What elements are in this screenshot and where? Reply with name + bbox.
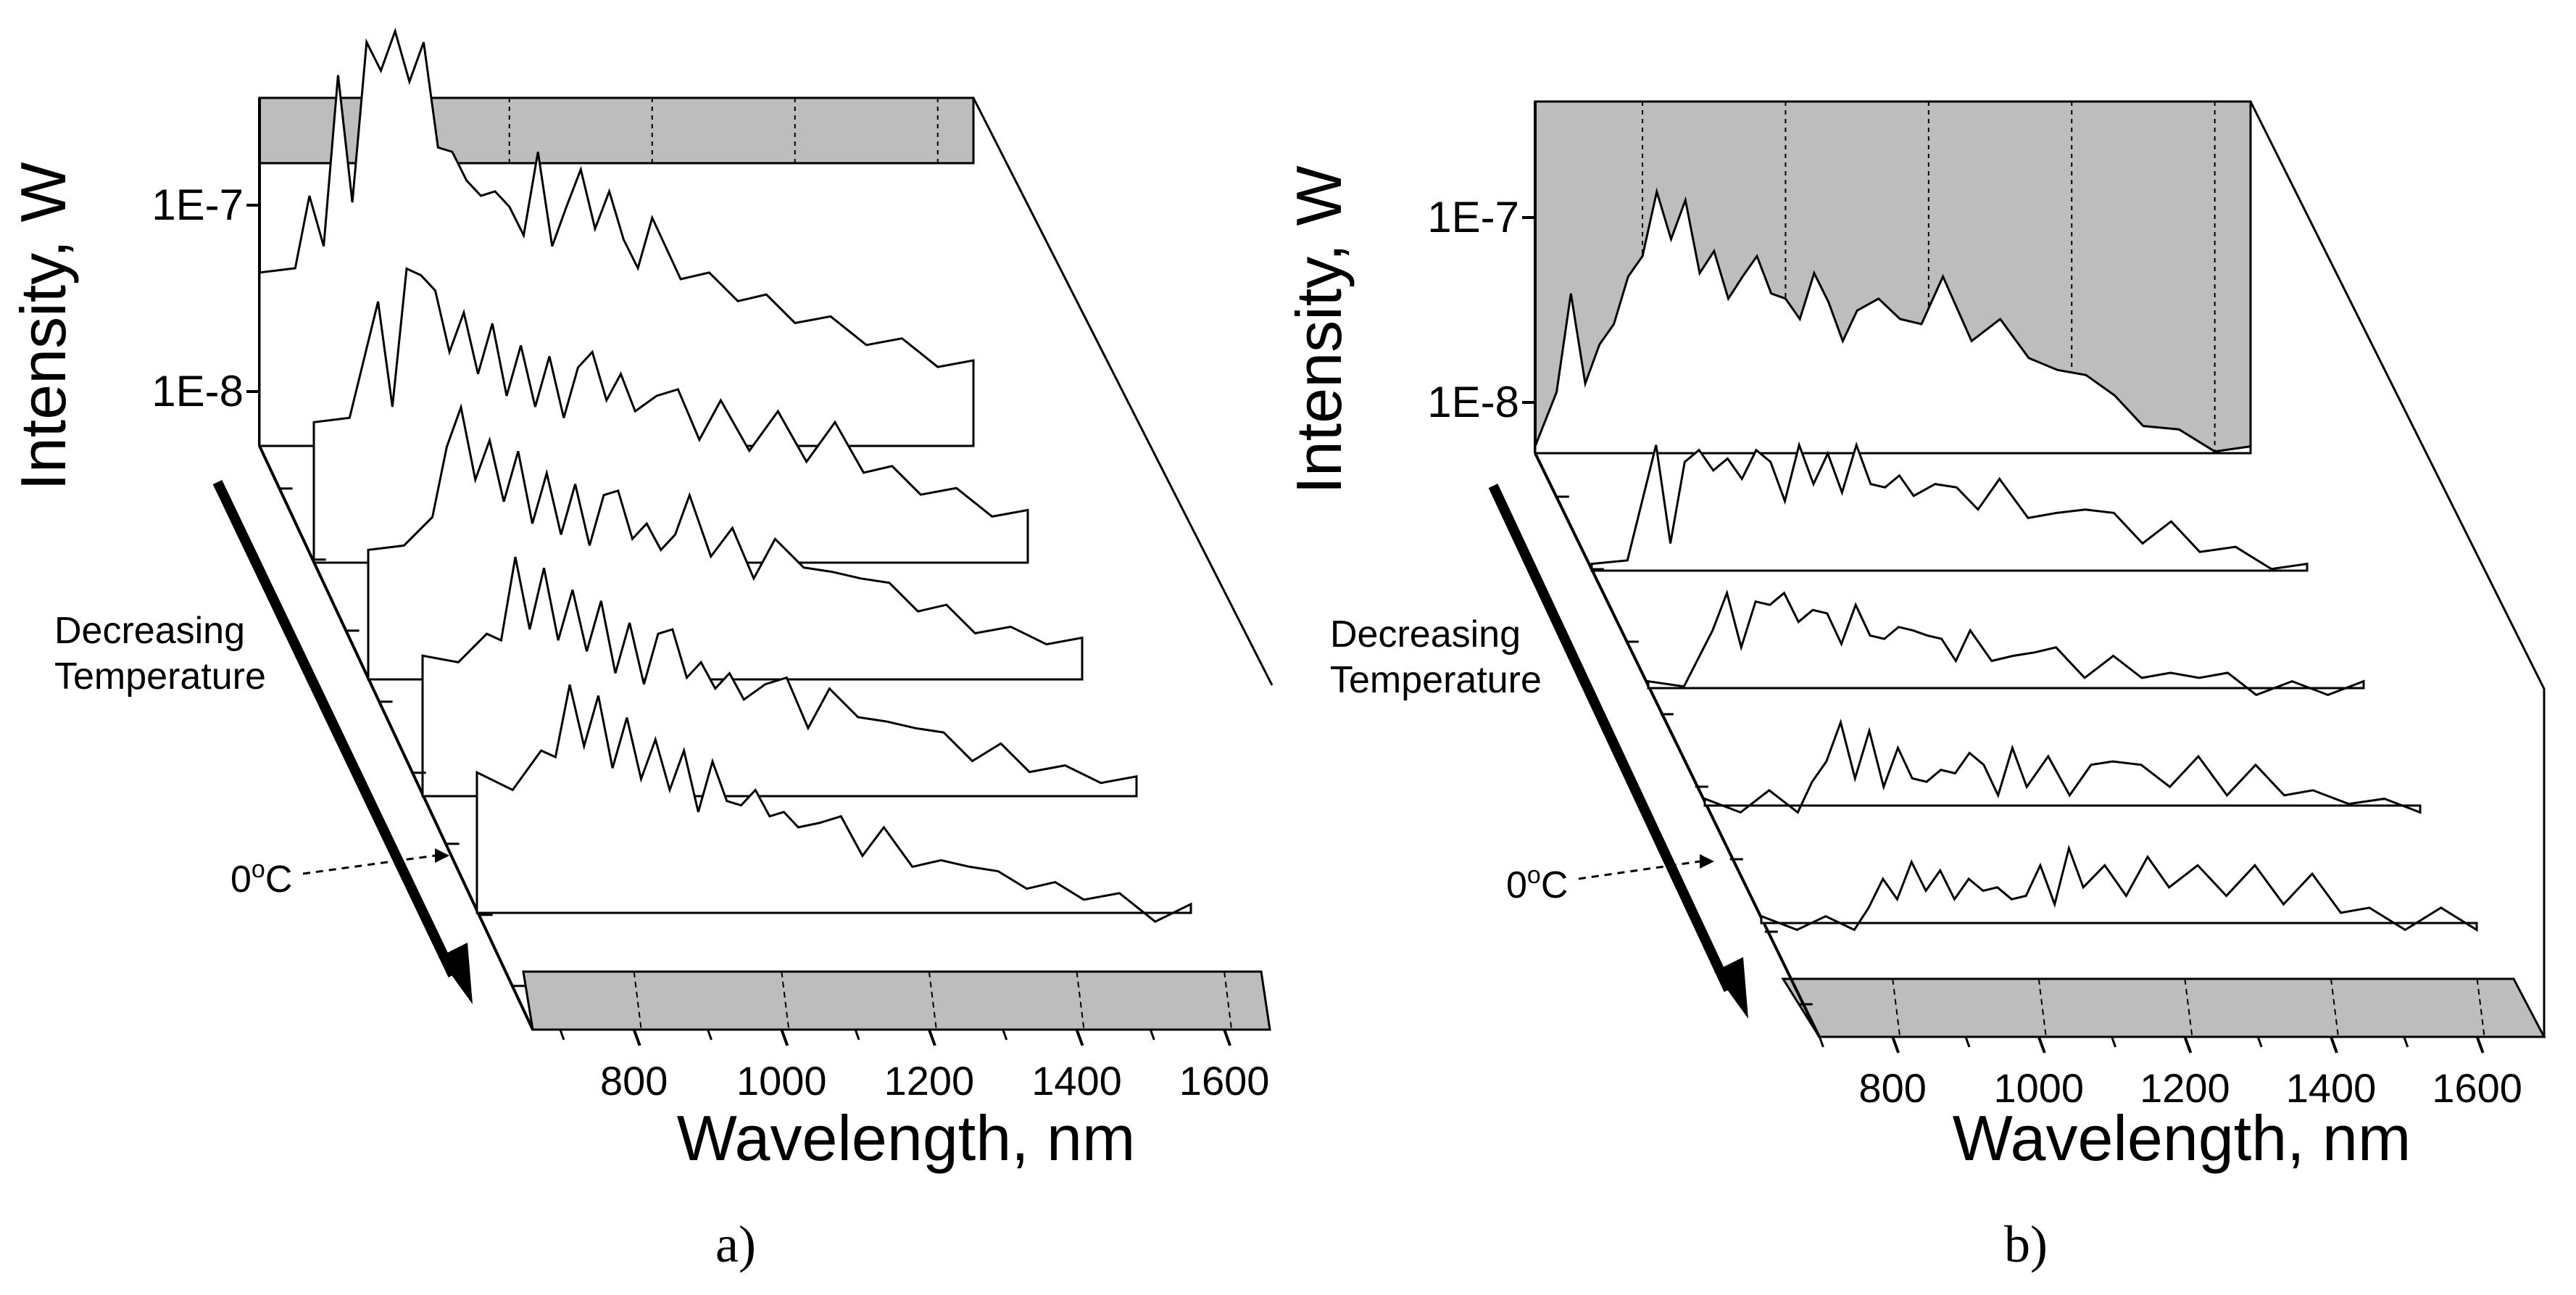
x-tick-label: 1000 — [1994, 1065, 2085, 1111]
x-minor-tick — [559, 1029, 565, 1040]
y-axis-title-b: Intensity, W — [1283, 165, 1355, 494]
x-minor-tick — [1002, 1029, 1008, 1040]
panel-a: 800 1000 1200 1400 1600 1E-7 1E-8 Intensity, … — [7, 28, 1274, 1273]
x-minor-tick — [2037, 1036, 2044, 1048]
x-axis-title-b: Wavelength, nm — [1953, 1102, 2411, 1174]
depth-label-line1-a: Decreasing — [54, 610, 245, 652]
x-tick-label: 1000 — [736, 1058, 827, 1104]
x-tick-label: 1600 — [1179, 1058, 1270, 1104]
x-minor-tick — [2256, 1036, 2263, 1048]
x-minor-tick — [780, 1029, 786, 1040]
zero-c-unit-a: C — [265, 858, 293, 901]
panel-label-a: a) — [715, 1215, 756, 1273]
x-minor-tick — [633, 1029, 639, 1040]
x-minor-tick — [1891, 1036, 1898, 1048]
x-minor-tick — [2330, 1036, 2336, 1048]
spectrum-trace — [1647, 589, 2365, 697]
floor-a — [522, 970, 1271, 1031]
x-ticks-a: 800 1000 1200 1400 1600 — [559, 971, 1270, 1104]
depth-label-line2-a: Temperature — [54, 655, 266, 698]
zero-c-dashed-pointer-a — [302, 854, 436, 875]
spectrum-trace — [1590, 441, 2309, 572]
zero-c-dashed-pointer-b — [1578, 860, 1700, 880]
wall-edge-b — [2249, 101, 2546, 1037]
panel-label-b: b) — [2004, 1215, 2048, 1273]
zero-c-degree-a: o — [252, 856, 265, 883]
temperature-arrow-head-a — [439, 943, 473, 1004]
depth-label-line2-b: Temperature — [1330, 659, 1542, 701]
x-minor-tick — [928, 1029, 934, 1040]
y-axis-title-a: Intensity, W — [7, 162, 79, 490]
spectrum-trace — [1760, 844, 2478, 932]
x-minor-tick — [1076, 1029, 1081, 1040]
spectrum-trace — [1534, 187, 2252, 455]
x-ticks-b: 800 1000 1200 1400 1600 — [1818, 978, 2522, 1111]
x-minor-tick — [1149, 1029, 1155, 1040]
zero-c-pointer-head-b — [1700, 854, 1714, 869]
zero-c-value-b: 0 — [1506, 864, 1527, 906]
x-minor-tick — [854, 1029, 860, 1040]
y-tick-label: 1E-8 — [151, 367, 244, 415]
y-ticks-b: 1E-7 1E-8 — [1427, 193, 1813, 1006]
x-minor-tick — [2183, 1036, 2190, 1048]
spectrum-trace — [1703, 719, 2422, 814]
x-minor-tick — [1964, 1036, 1971, 1048]
x-tick-label: 1200 — [2140, 1065, 2230, 1111]
zero-c-marker-a: 0oC — [230, 856, 292, 901]
depth-axis-line-b — [1534, 452, 1821, 1038]
y-ticks-a: 1E-7 1E-8 — [151, 181, 526, 988]
x-axis-title-a: Wavelength, nm — [677, 1102, 1136, 1174]
x-tick-label: 800 — [600, 1058, 668, 1104]
depth-axis-line-a — [258, 445, 534, 1030]
x-minor-tick — [1223, 1029, 1229, 1040]
x-tick-label: 800 — [1858, 1065, 1926, 1111]
floor-b — [1781, 977, 2546, 1038]
x-minor-tick — [1818, 1036, 1824, 1048]
temperature-arrow-head-b — [1714, 957, 1748, 1019]
zero-c-marker-b: 0oC — [1506, 861, 1568, 906]
depth-label-line1-b: Decreasing — [1330, 613, 1521, 655]
x-tick-label: 1400 — [2286, 1065, 2377, 1111]
y-tick-label: 1E-7 — [151, 181, 244, 229]
zero-c-value-a: 0 — [230, 858, 252, 901]
zero-c-degree-b: o — [1527, 861, 1541, 889]
x-minor-tick — [707, 1029, 712, 1040]
zero-c-pointer-head-a — [435, 848, 449, 863]
zero-c-unit-b: C — [1541, 864, 1569, 906]
series-group-a — [258, 28, 1192, 923]
x-minor-tick — [2111, 1036, 2117, 1048]
x-tick-label: 1400 — [1031, 1058, 1122, 1104]
x-minor-tick — [2403, 1036, 2409, 1048]
x-tick-label: 1600 — [2432, 1065, 2522, 1111]
y-tick-label: 1E-8 — [1427, 378, 1519, 426]
x-tick-label: 1200 — [884, 1058, 975, 1104]
y-tick-label: 1E-7 — [1427, 193, 1519, 241]
temperature-arrow-b — [1488, 484, 1734, 992]
wall-edge-a — [972, 97, 1274, 686]
spectrum-trace — [475, 684, 1192, 923]
panel-b: 800 1000 1200 1400 1600 1E-7 1E-8 Intensity, … — [1283, 100, 2546, 1273]
x-minor-tick — [2476, 1036, 2482, 1048]
temperature-arrow-a — [212, 479, 458, 978]
series-group-b — [1534, 187, 2478, 932]
